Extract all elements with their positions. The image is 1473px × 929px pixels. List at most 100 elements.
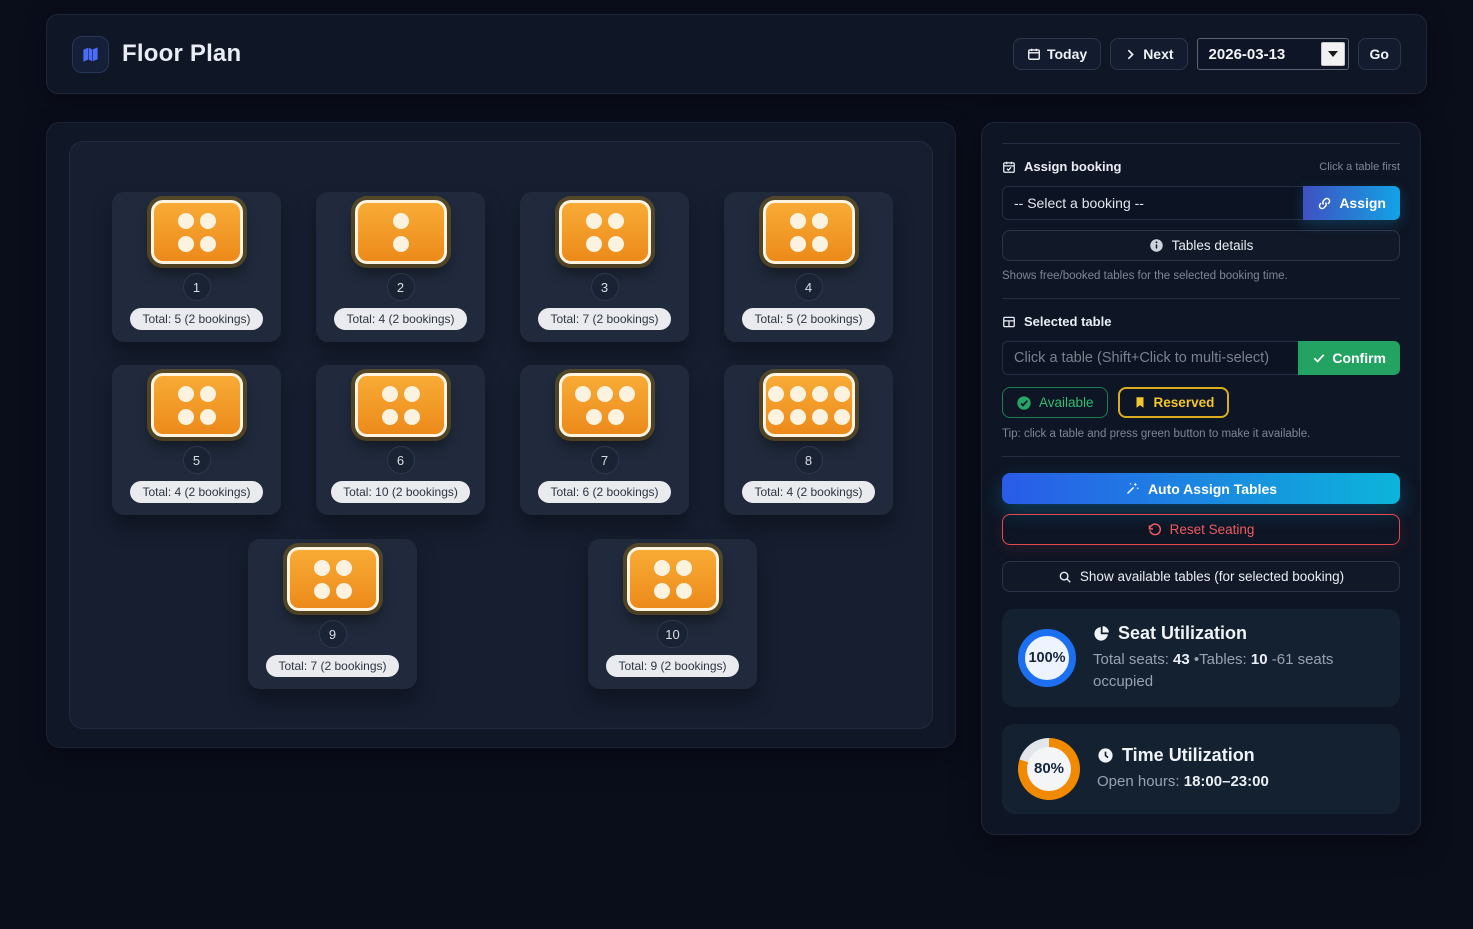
seat-dot xyxy=(585,235,602,252)
show-available-label: Show available tables (for selected book… xyxy=(1079,569,1345,584)
today-label: Today xyxy=(1046,46,1088,62)
calendar-check-icon xyxy=(1002,160,1016,174)
seat-dot xyxy=(199,212,216,229)
magic-wand-icon xyxy=(1125,481,1140,496)
seat-dot-row xyxy=(585,212,624,229)
table-total-badge: Total: 9 (2 bookings) xyxy=(606,655,739,677)
seat-dot xyxy=(607,235,624,252)
go-button[interactable]: Go xyxy=(1357,38,1401,70)
seat-dot xyxy=(607,212,624,229)
table-card[interactable]: 6 Total: 10 (2 bookings) xyxy=(316,365,485,515)
seat-dot xyxy=(653,559,670,576)
table-card[interactable]: 4 Total: 5 (2 bookings) xyxy=(724,192,893,342)
link-icon xyxy=(1317,196,1332,211)
time-utilization-title-row: Time Utilization xyxy=(1097,745,1384,766)
selected-table-title-row: Selected table xyxy=(1002,314,1111,329)
confirm-button[interactable]: Confirm xyxy=(1298,341,1400,375)
seat-dot-row xyxy=(177,212,216,229)
seat-dot xyxy=(618,385,635,402)
reset-seating-button[interactable]: Reset Seating xyxy=(1002,514,1400,545)
seat-dot-row xyxy=(381,408,420,425)
seat-dot-row xyxy=(392,212,409,229)
seat-dot xyxy=(789,235,806,252)
seat-dot xyxy=(574,385,591,402)
table-card[interactable]: 2 Total: 4 (2 bookings) xyxy=(316,192,485,342)
table-number: 6 xyxy=(386,446,415,474)
seat-dot xyxy=(675,582,692,599)
seat-utilization-text: Seat Utilization Total seats: 43 •Tables… xyxy=(1093,623,1384,693)
pie-chart-icon xyxy=(1093,625,1110,642)
seat-dot xyxy=(177,235,194,252)
confirm-label: Confirm xyxy=(1332,350,1386,366)
table-card[interactable]: 7 Total: 6 (2 bookings) xyxy=(520,365,689,515)
seat-dot xyxy=(833,385,850,402)
seat-dot xyxy=(811,385,828,402)
seat-dot xyxy=(177,385,194,402)
booking-select-value: -- Select a booking -- xyxy=(1014,195,1144,211)
content-row: 1 Total: 5 (2 bookings) 2 Total: 4 (2 bo… xyxy=(46,122,1427,835)
seat-dot xyxy=(381,408,398,425)
seat-dot xyxy=(403,385,420,402)
reserved-label: Reserved xyxy=(1153,395,1215,410)
time-utilization-text: Time Utilization Open hours: 18:00–23:00 xyxy=(1097,745,1384,793)
seat-dot xyxy=(392,235,409,252)
selected-table-input[interactable] xyxy=(1002,341,1299,375)
tables-count-label: Tables: xyxy=(1199,651,1247,668)
info-icon xyxy=(1149,238,1164,253)
table-number: 7 xyxy=(590,446,619,474)
auto-assign-button[interactable]: Auto Assign Tables xyxy=(1002,473,1400,504)
table-card[interactable]: 3 Total: 7 (2 bookings) xyxy=(520,192,689,342)
table-card[interactable]: 8 Total: 4 (2 bookings) xyxy=(724,365,893,515)
show-available-button[interactable]: Show available tables (for selected book… xyxy=(1002,561,1400,592)
tip-text: Tip: click a table and press green butto… xyxy=(1002,428,1311,440)
seat-dot xyxy=(833,408,850,425)
time-utilization-card: 80% Time Utilization Ope xyxy=(1002,723,1400,814)
table-grid-icon xyxy=(1002,315,1016,329)
next-button[interactable]: Next xyxy=(1110,38,1188,70)
floor-plan-page: Floor Plan Today Next 202 xyxy=(46,14,1427,835)
seat-dot-row xyxy=(177,408,216,425)
table-icon xyxy=(762,373,855,437)
table-icon xyxy=(286,547,379,611)
check-icon xyxy=(1312,351,1326,365)
table-icon xyxy=(626,547,719,611)
seat-dot-row xyxy=(585,235,624,252)
seat-dot xyxy=(392,212,409,229)
seat-dot xyxy=(767,408,784,425)
tables-details-button[interactable]: Tables details xyxy=(1002,230,1400,261)
today-button[interactable]: Today xyxy=(1012,38,1102,70)
divider xyxy=(1002,456,1400,457)
reserved-badge[interactable]: Reserved xyxy=(1117,387,1230,418)
table-total-badge: Total: 6 (2 bookings) xyxy=(538,481,671,503)
seat-dot-row xyxy=(585,408,624,425)
seat-dot-row xyxy=(574,385,635,402)
seat-dot xyxy=(653,582,670,599)
assign-booking-title-row: Assign booking xyxy=(1002,159,1122,174)
page-title: Floor Plan xyxy=(122,40,242,67)
selected-table-input-row: Confirm xyxy=(1002,341,1400,375)
seat-dot xyxy=(767,385,784,402)
table-card[interactable]: 10 Total: 9 (2 bookings) xyxy=(588,539,757,689)
booking-select[interactable]: -- Select a booking -- xyxy=(1002,186,1304,220)
table-card[interactable]: 1 Total: 5 (2 bookings) xyxy=(112,192,281,342)
available-badge[interactable]: Available xyxy=(1002,387,1108,418)
date-select[interactable]: 2026-03-13 xyxy=(1196,38,1349,70)
bullet-separator: • xyxy=(1193,651,1200,668)
seat-utilization-title: Seat Utilization xyxy=(1118,623,1248,643)
seat-dot xyxy=(177,408,194,425)
header-controls: Today Next 2026-03-13 Go xyxy=(1012,38,1401,70)
seat-utilization-body: Total seats: 43 •Tables: 10 -61 seats oc… xyxy=(1093,649,1384,693)
auto-assign-label: Auto Assign Tables xyxy=(1147,480,1278,497)
table-total-badge: Total: 4 (2 bookings) xyxy=(334,308,467,330)
seat-utilization-percent: 100% xyxy=(1028,649,1066,666)
seat-utilization-card: 100% Seat Utilization Total seats: xyxy=(1002,609,1400,707)
seat-dot-row xyxy=(767,385,850,402)
table-number: 2 xyxy=(386,273,415,301)
assign-button[interactable]: Assign xyxy=(1303,186,1400,220)
table-card[interactable]: 9 Total: 7 (2 bookings) xyxy=(248,539,417,689)
seat-dot-row xyxy=(392,235,409,252)
table-card[interactable]: 5 Total: 4 (2 bookings) xyxy=(112,365,281,515)
table-total-badge: Total: 4 (2 bookings) xyxy=(742,481,875,503)
legend-badges: Available Reserved xyxy=(1002,387,1400,418)
seat-utilization-title-row: Seat Utilization xyxy=(1093,623,1384,644)
